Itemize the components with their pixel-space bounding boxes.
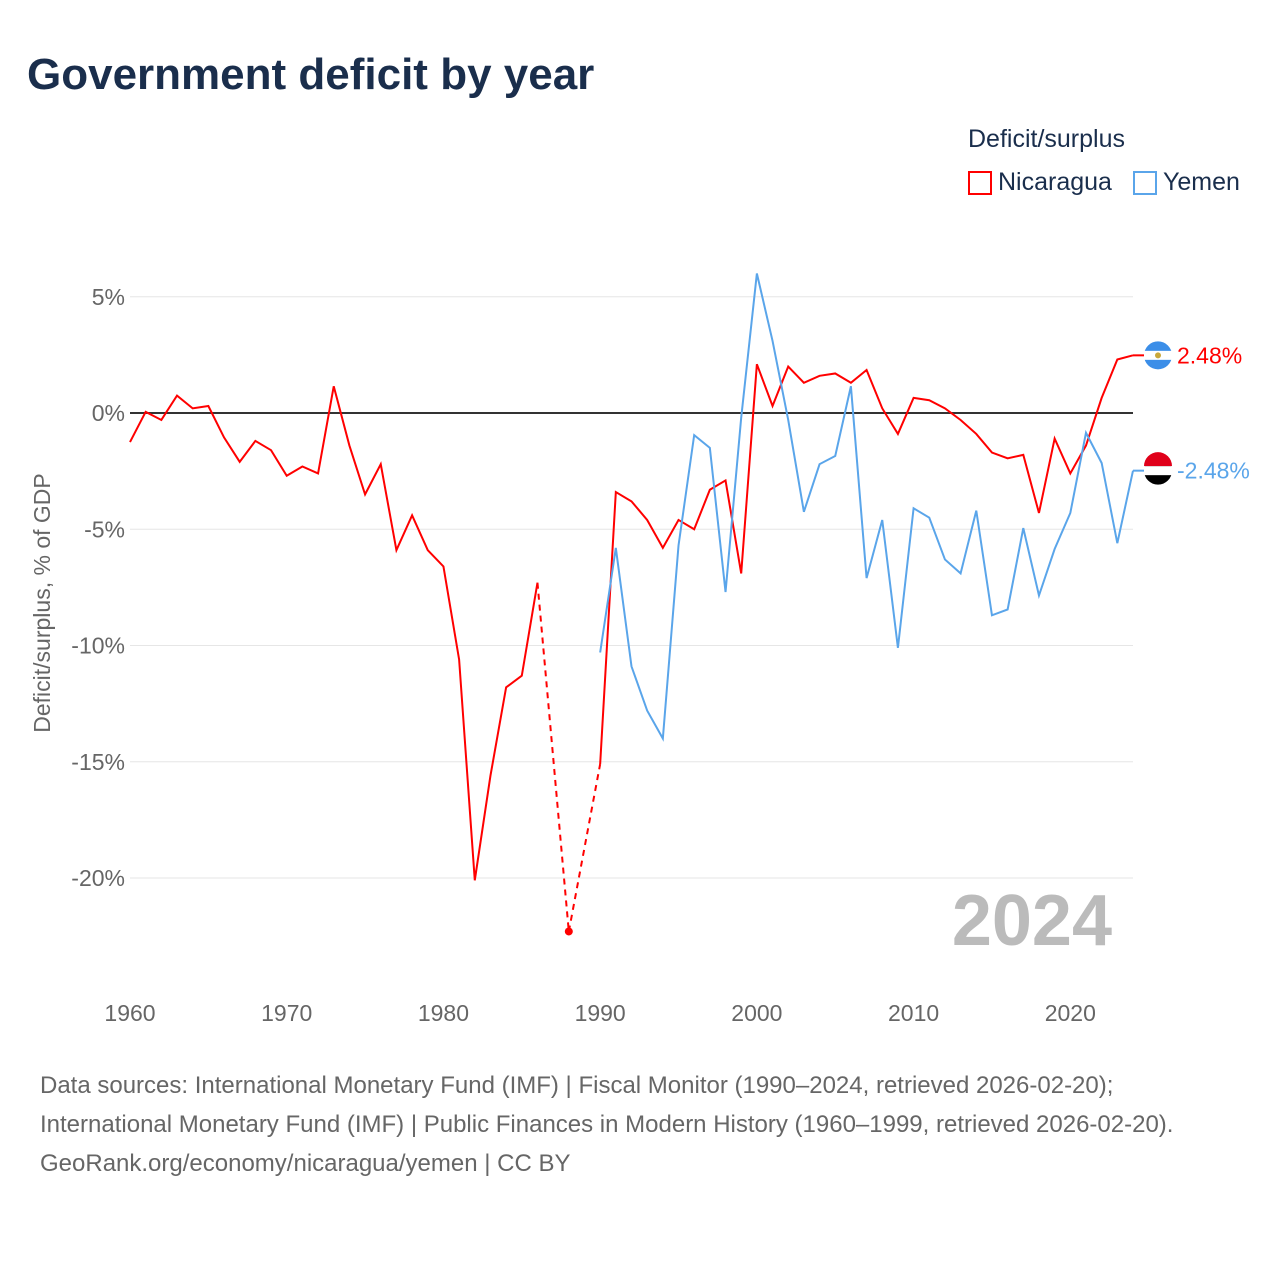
- chart-title: Government deficit by year: [27, 50, 595, 99]
- series-gap-line: [536, 582, 570, 932]
- y-axis-label: Deficit/surplus, % of GDP: [29, 473, 55, 732]
- y-tick-label: -10%: [71, 633, 125, 659]
- series-line-nicaragua: [599, 354, 1134, 765]
- year-watermark: 2024: [952, 881, 1112, 961]
- legend-swatch: [1133, 170, 1157, 195]
- legend-item-nicaragua[interactable]: Nicaragua: [968, 168, 1112, 197]
- y-tick-label: -20%: [71, 865, 125, 891]
- x-tick-label: 1980: [418, 1000, 469, 1026]
- legend-label: Nicaragua: [998, 168, 1112, 196]
- x-tick-label: 2020: [1045, 1000, 1096, 1026]
- chart-plot: 5% 0% -5% -10% -15% -20% 1960 1970 1980 1990 2000 2…: [29, 273, 1250, 1026]
- legend-label: Yemen: [1163, 168, 1240, 196]
- x-tick-label: 1970: [261, 1000, 312, 1026]
- credit-link[interactable]: GeoRank.org/economy/nicaragua/yemen | CC…: [40, 1150, 571, 1177]
- legend-swatch: [968, 170, 992, 195]
- series-line-yemen: [599, 273, 1134, 742]
- y-tick-label: 5%: [92, 284, 125, 310]
- legend-item-yemen[interactable]: Yemen: [1133, 168, 1240, 197]
- y-tick-label: 0%: [92, 400, 125, 426]
- y-tick-label: -5%: [84, 516, 125, 542]
- x-tick-label: 2000: [731, 1000, 782, 1026]
- y-tick-label: -15%: [71, 749, 125, 775]
- flag-emblem: [1155, 352, 1161, 359]
- data-sources: Data sources: International Monetary Fun…: [40, 1072, 1174, 1138]
- x-tick-label: 2010: [888, 1000, 939, 1026]
- series-line-nicaragua: [129, 386, 539, 881]
- flag-stripe: [1144, 466, 1172, 476]
- end-value-label: 2.48%: [1177, 342, 1242, 368]
- footer: Data sources: International Monetary Fun…: [40, 1066, 1240, 1183]
- x-tick-label: 1990: [575, 1000, 626, 1026]
- legend-title: Deficit/surplus: [968, 125, 1125, 153]
- x-tick-label: 1960: [104, 1000, 155, 1026]
- flag-stripe: [1144, 452, 1172, 467]
- end-value-label: -2.48%: [1177, 458, 1250, 484]
- series-gap-line: [567, 763, 602, 932]
